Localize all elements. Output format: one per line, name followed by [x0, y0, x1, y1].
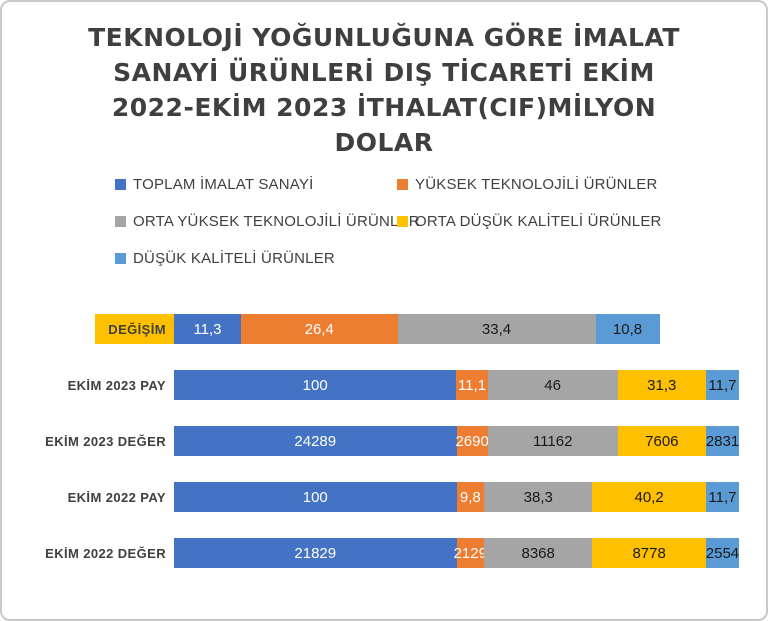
category-label: EKİM 2023 PAY [67, 377, 166, 393]
bar-segment: 11,7 [705, 370, 739, 400]
chart-row: 21829 2129 8368 8778 2554 EKİM 2022 DEĞER [2, 525, 766, 581]
legend-item-orta-yuksek-teknolojili: ORTA YÜKSEK TEKNOLOJİLİ ÜRÜNLER [115, 213, 420, 230]
legend-item-toplam-imalat: TOPLAM İMALAT SANAYİ [115, 176, 397, 193]
bar-segment: 7606 [617, 426, 707, 456]
bar-segment: 2831 [706, 426, 739, 456]
chart-row: 11,3 26,4 33,4 10,8 DEĞİŞİM [2, 301, 766, 357]
legend-label: TOPLAM İMALAT SANAYİ [133, 176, 314, 193]
bar-segment: 8778 [592, 538, 706, 568]
legend: TOPLAM İMALAT SANAYİ YÜKSEK TEKNOLOJİLİ … [115, 176, 766, 267]
bar-segment: 21829 [174, 538, 457, 568]
legend-item-yuksek-teknolojili: YÜKSEK TEKNOLOJİLİ ÜRÜNLER [397, 176, 662, 193]
bar-segment: 100 [174, 482, 457, 512]
bar-segment: 2129 [454, 538, 487, 568]
legend-item-dusuk-kaliteli: DÜŞÜK KALİTELİ ÜRÜNLER [115, 250, 397, 267]
chart-row: 24289 2690 11162 7606 2831 EKİM 2023 DEĞER [2, 413, 766, 469]
legend-label: ORTA YÜKSEK TEKNOLOJİLİ ÜRÜNLER [133, 213, 420, 230]
bar-segment [94, 314, 174, 344]
bar-segment: 8368 [484, 538, 593, 568]
legend-label: YÜKSEK TEKNOLOJİLİ ÜRÜNLER [415, 176, 658, 193]
chart-title: TEKNOLOJİ YOĞUNLUĞUNA GÖRE İMALAT SANAYİ… [88, 23, 680, 157]
bar-segment: 33,4 [397, 314, 596, 344]
category-label: DEĞİŞİM [108, 321, 166, 337]
chart-row: 100 11,1 46 31,3 11,7 EKİM 2023 PAY [2, 357, 766, 413]
bar-segment: 40,2 [592, 482, 706, 512]
legend-swatch-icon [397, 179, 408, 190]
bar-track: 100 9,8 38,3 40,2 11,7 [174, 482, 739, 512]
bar-segment: 11,7 [705, 482, 739, 512]
category-label: EKİM 2023 DEĞER [45, 433, 166, 449]
bar-segment: 38,3 [484, 482, 593, 512]
category-label: EKİM 2022 PAY [67, 489, 166, 505]
bar-segment: 24289 [174, 426, 457, 456]
bar-segment: 11162 [487, 426, 618, 456]
legend-swatch-icon [115, 179, 126, 190]
bar-segment: 9,8 [456, 482, 485, 512]
legend-swatch-icon [397, 216, 408, 227]
legend-swatch-icon [115, 216, 126, 227]
legend-label: ORTA DÜŞÜK KALİTELİ ÜRÜNLER [415, 213, 662, 230]
legend-label: DÜŞÜK KALİTELİ ÜRÜNLER [133, 250, 335, 267]
bar-segment: 2554 [706, 538, 739, 568]
bar-segment: 11,1 [456, 370, 488, 400]
bar-segment: 46 [487, 370, 618, 400]
bar-track: 100 11,1 46 31,3 11,7 [174, 370, 739, 400]
bar-segment: 11,3 [174, 314, 241, 344]
stacked-bar-chart-plot-area: 11,3 26,4 33,4 10,8 DEĞİŞİM 100 11,1 46 31,3 11,7… [2, 301, 766, 591]
legend-item-orta-dusuk-kaliteli: ORTA DÜŞÜK KALİTELİ ÜRÜNLER [397, 213, 662, 230]
bar-segment: 31,3 [617, 370, 706, 400]
category-label: EKİM 2022 DEĞER [45, 545, 166, 561]
chart-row: 100 9,8 38,3 40,2 11,7 EKİM 2022 PAY [2, 469, 766, 525]
bar-segment: 2690 [455, 426, 489, 456]
bar-segment: 100 [174, 370, 457, 400]
bar-segment: 26,4 [240, 314, 398, 344]
bar-track: 21829 2129 8368 8778 2554 [174, 538, 739, 568]
bar-track: 11,3 26,4 33,4 10,8 [94, 314, 739, 344]
bar-track: 24289 2690 11162 7606 2831 [174, 426, 739, 456]
bar-segment: 10,8 [595, 314, 660, 344]
legend-swatch-icon [115, 253, 126, 264]
